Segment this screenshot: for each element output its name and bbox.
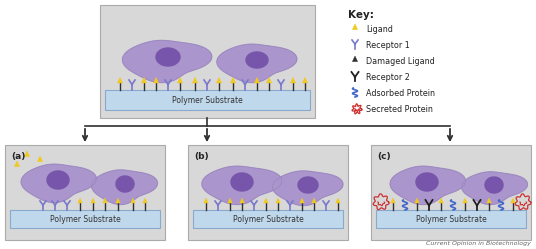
Text: (a): (a) — [11, 152, 25, 161]
Bar — [105, 90, 310, 110]
Text: Polymer Substrate: Polymer Substrate — [233, 214, 303, 224]
Text: Adsorbed Protein: Adsorbed Protein — [366, 88, 435, 98]
Polygon shape — [291, 77, 295, 83]
Polygon shape — [103, 198, 107, 203]
Polygon shape — [153, 77, 159, 83]
Polygon shape — [231, 173, 253, 191]
Polygon shape — [463, 198, 467, 203]
Polygon shape — [217, 77, 221, 83]
Polygon shape — [228, 198, 232, 203]
Polygon shape — [117, 77, 123, 83]
Polygon shape — [143, 198, 147, 203]
Polygon shape — [255, 77, 259, 83]
Polygon shape — [272, 171, 343, 205]
Polygon shape — [300, 198, 304, 203]
Polygon shape — [202, 166, 282, 204]
Polygon shape — [25, 151, 29, 157]
Polygon shape — [461, 172, 527, 204]
Text: Polymer Substrate: Polymer Substrate — [415, 214, 486, 224]
Polygon shape — [131, 198, 135, 203]
Text: Ligand: Ligand — [366, 24, 393, 34]
Text: Receptor 1: Receptor 1 — [366, 41, 410, 50]
Polygon shape — [352, 24, 358, 30]
Bar — [376, 210, 526, 228]
Polygon shape — [21, 164, 96, 202]
Polygon shape — [177, 77, 183, 83]
Polygon shape — [78, 198, 82, 203]
Text: Receptor 2: Receptor 2 — [366, 72, 410, 81]
Polygon shape — [391, 198, 395, 203]
Polygon shape — [352, 56, 358, 62]
Bar — [100, 5, 315, 118]
Text: Polymer Substrate: Polymer Substrate — [172, 96, 243, 105]
Polygon shape — [487, 198, 492, 203]
Polygon shape — [415, 198, 419, 203]
Polygon shape — [92, 170, 158, 204]
Polygon shape — [230, 77, 236, 83]
Polygon shape — [276, 198, 280, 203]
Polygon shape — [266, 77, 272, 83]
Bar — [188, 145, 348, 240]
Bar — [10, 210, 160, 228]
Polygon shape — [511, 198, 515, 203]
Polygon shape — [302, 77, 308, 83]
Text: Damaged Ligand: Damaged Ligand — [366, 57, 435, 65]
Polygon shape — [390, 166, 465, 204]
Polygon shape — [156, 48, 180, 66]
Polygon shape — [240, 198, 244, 203]
Polygon shape — [47, 171, 69, 189]
Polygon shape — [336, 198, 340, 203]
Polygon shape — [439, 198, 443, 203]
Polygon shape — [14, 161, 20, 167]
Polygon shape — [416, 173, 438, 191]
Text: Secreted Protein: Secreted Protein — [366, 105, 433, 114]
Text: Polymer Substrate: Polymer Substrate — [50, 214, 121, 224]
Polygon shape — [217, 44, 297, 82]
Polygon shape — [122, 40, 212, 83]
Polygon shape — [485, 177, 503, 193]
Polygon shape — [38, 156, 42, 162]
Bar — [371, 145, 531, 240]
Polygon shape — [246, 52, 268, 68]
Polygon shape — [142, 77, 147, 83]
Polygon shape — [264, 198, 269, 203]
Polygon shape — [91, 198, 95, 203]
Text: (c): (c) — [377, 152, 391, 161]
Polygon shape — [192, 77, 198, 83]
Polygon shape — [312, 198, 316, 203]
Bar — [193, 210, 343, 228]
Polygon shape — [298, 177, 318, 193]
Polygon shape — [116, 176, 134, 192]
Text: (b): (b) — [194, 152, 209, 161]
Polygon shape — [204, 198, 209, 203]
Text: Key:: Key: — [348, 10, 374, 20]
Polygon shape — [116, 198, 120, 203]
Text: Current Opinion in Biotechnology: Current Opinion in Biotechnology — [426, 241, 531, 246]
Bar — [5, 145, 165, 240]
